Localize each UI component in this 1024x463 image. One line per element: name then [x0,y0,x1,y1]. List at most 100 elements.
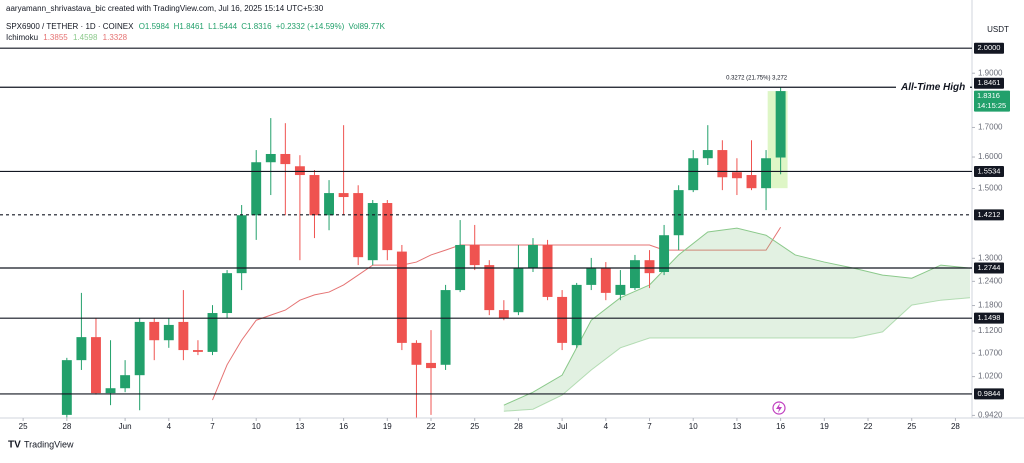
x-tick-label: 16 [776,422,785,431]
candle-body [76,337,87,361]
candle-body [498,310,509,319]
level-label-bg [974,42,1004,54]
cloud-fill [503,228,970,412]
candle-body [105,388,116,394]
candle-body [746,175,757,189]
price-label-bg [974,90,1010,112]
y-tick-label: 1.3000 [978,253,1003,262]
candle-body [120,375,131,389]
symbol: SPX6900 / TETHER · 1D · COINEX [6,22,134,31]
candle-body [702,150,713,159]
candle-body [265,153,276,163]
x-tick-label: 28 [62,422,71,431]
y-tick-label: 1.2400 [978,276,1003,285]
symbol-info: SPX6900 / TETHER · 1D · COINEX O1.5984 H… [6,22,386,31]
candle-body [178,321,189,351]
candle-body [382,203,393,251]
x-tick-label: 10 [689,422,698,431]
y-tick-label: 1.1200 [978,326,1003,335]
level-label: 1.5534 [978,166,1001,175]
candle-body [673,190,684,236]
x-tick-label: 28 [951,422,960,431]
brand-name: TradingView [24,439,74,449]
candle-body [469,244,480,266]
candle-body [440,290,451,365]
candle-body [717,150,728,178]
level-label-bg [974,312,1004,324]
price-label: 1.8316 [977,91,1000,100]
candle-body [644,260,655,274]
countdown-label: 14:15:25 [977,101,1006,110]
quote-high: H1.8461 [174,22,205,31]
indicator-value: 1.3328 [103,33,128,42]
indicator-name: Ichimoku [6,33,38,42]
y-tick-label: 1.1800 [978,301,1003,310]
candle-body [294,166,305,176]
candle-body [659,235,670,272]
candle-body [134,321,145,376]
indicator-legend: Ichimoku 1.3855 1.4598 1.3328 [6,33,128,42]
candle-body [163,324,174,341]
x-tick-label: 4 [604,422,609,431]
candle-body [630,260,640,289]
candle-body [542,244,553,297]
y-tick-label: 1.9000 [978,68,1003,77]
x-tick-label: 19 [820,422,829,431]
y-tick-label: 1.7000 [978,123,1003,132]
ath-label-bg [896,80,970,95]
brand-mark: TV [8,440,21,451]
event-icon [772,401,786,415]
x-tick-label: Jul [557,422,567,431]
x-tick-label: 13 [295,422,304,431]
level-label: 1.1498 [978,313,1001,322]
level-label-bg [974,388,1004,400]
candle-body [396,251,407,343]
candle-body [309,175,320,216]
x-tick-label: 16 [339,422,348,431]
x-tick-label: 7 [647,422,652,431]
level-label: 1.2744 [978,263,1001,272]
candle-body [353,193,364,258]
candle-body [513,268,524,313]
candle-body [688,158,699,191]
candle-body [411,342,422,365]
y-tick-label: 0.9420 [978,411,1003,420]
candle-body [528,244,538,269]
y-tick-label: 1.5000 [978,184,1003,193]
candle-body [192,350,203,352]
x-tick-label: 13 [732,422,741,431]
x-tick-label: 25 [470,422,479,431]
level-label: 1.8461 [978,78,1001,87]
brand-logo: TV [8,440,21,451]
candle-body [236,215,247,274]
candle-body [557,296,568,343]
level-label-bg [974,77,1004,89]
attribution: aaryamann_shrivastava_bic created with T… [6,4,324,13]
candle-body [280,153,291,165]
x-tick-label: 4 [167,422,172,431]
measure-label: 0.3272 (21.75%) 3,272 [726,76,788,82]
level-label: 0.9844 [978,389,1001,398]
price-unit: USDT [987,25,1009,34]
candle-body [775,91,786,158]
cloud-lower [503,297,971,412]
candle-body [600,268,611,293]
candle-body [426,362,436,369]
level-label-bg [974,165,1004,177]
level-label: 1.4212 [978,210,1001,219]
candle-body [367,203,378,261]
x-tick-label: 22 [427,422,436,431]
candle-body [149,321,160,341]
x-tick-label: 25 [907,422,916,431]
x-tick-label: 22 [864,422,873,431]
candle-body [251,162,262,216]
candle-body [61,360,72,415]
candle-body [571,284,582,346]
x-tick-label: 19 [383,422,392,431]
candle-body [484,265,495,311]
x-tick-label: Jun [119,422,132,431]
indicator-line [212,226,782,401]
candle-body [761,158,772,189]
plot-area [61,87,971,418]
